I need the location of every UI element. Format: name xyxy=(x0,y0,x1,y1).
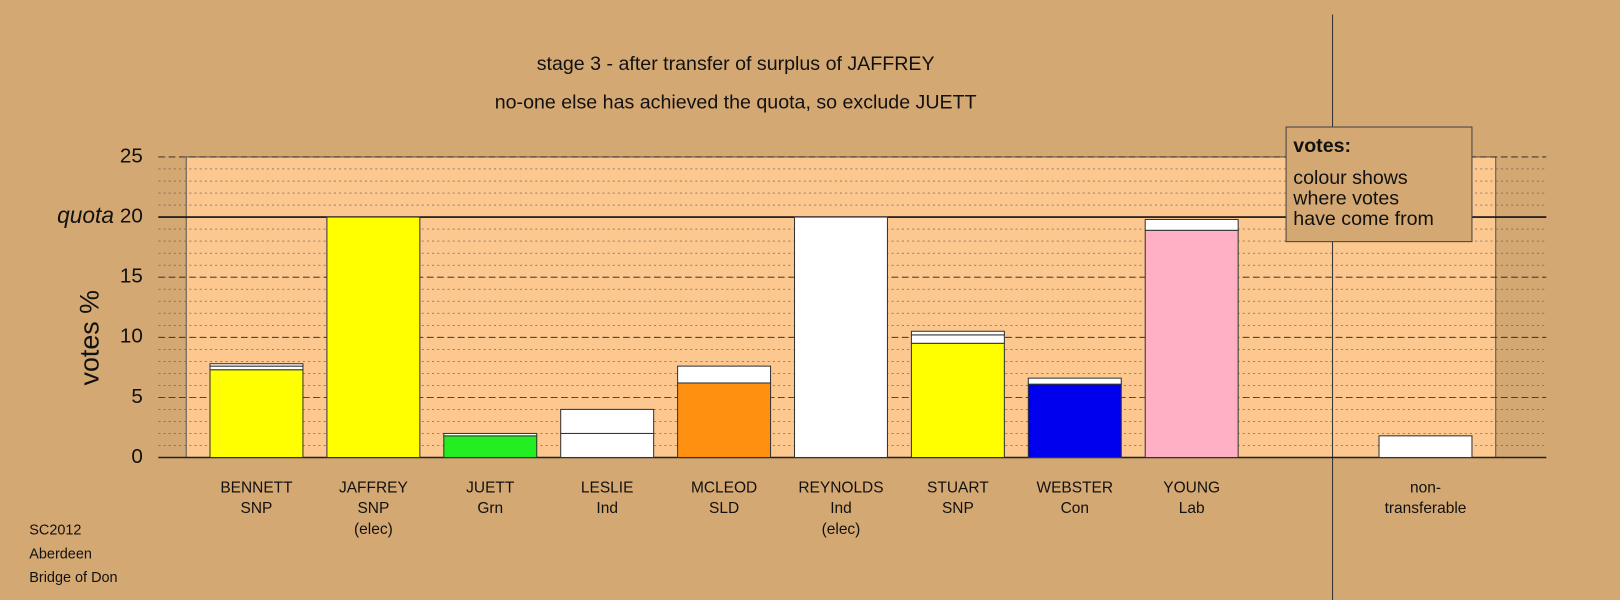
legend-box xyxy=(1285,126,1473,243)
x-tick-label: Ind xyxy=(830,500,852,517)
x-tick-label: Ind xyxy=(596,500,618,517)
x-tick-label: MCLEOD xyxy=(691,480,757,497)
chart-title: stage 3 - after transfer of surplus of J… xyxy=(537,53,935,75)
footer-text: SC2012 xyxy=(29,523,81,539)
bar-segment xyxy=(677,365,772,384)
x-tick-label: YOUNG xyxy=(1163,480,1220,497)
x-tick-label: WEBSTER xyxy=(1036,480,1113,497)
x-tick-label: REYNOLDS xyxy=(798,480,883,497)
x-tick-label: (elec) xyxy=(822,521,861,538)
bar-segment xyxy=(443,435,538,459)
x-tick-label: Lab xyxy=(1179,500,1205,517)
x-tick-label: SNP xyxy=(942,500,974,517)
bar-segment xyxy=(326,216,421,459)
x-tick-label: non- xyxy=(1410,480,1441,497)
x-tick-label: Grn xyxy=(477,500,503,517)
y-tick-label: 0 xyxy=(131,445,142,468)
chart-subtitle: no-one else has achieved the quota, so e… xyxy=(495,91,977,113)
bar-segment xyxy=(793,216,888,459)
y-tick-label: 5 xyxy=(131,385,142,408)
x-tick-label: JAFFREY xyxy=(339,480,408,497)
x-tick-label: (elec) xyxy=(354,521,393,538)
bar-segment xyxy=(910,334,1005,344)
bar-segment xyxy=(1378,435,1473,459)
y-axis-label: votes % xyxy=(74,290,104,386)
bar-segment xyxy=(910,342,1005,459)
bar-segment xyxy=(209,369,304,459)
bar-segment xyxy=(209,365,304,371)
legend-text: colour shows xyxy=(1293,167,1408,189)
x-tick-label: SNP xyxy=(357,500,389,517)
legend-text: have come from xyxy=(1293,208,1434,230)
labels: 0 5 10 15 20 25 quota BENNETT SNP JAFFREY SNP (elec… xyxy=(57,144,1466,537)
x-tick-label: transferable xyxy=(1385,500,1467,517)
x-tick-label: LESLIE xyxy=(581,480,634,497)
legend-title: votes: xyxy=(1293,135,1351,157)
x-tick-label: JUETT xyxy=(466,480,515,497)
x-tick-label: SNP xyxy=(241,500,273,517)
legend-text: where votes xyxy=(1292,187,1399,209)
bars xyxy=(209,216,1473,459)
x-tick-label: BENNETT xyxy=(220,480,293,497)
bar-segment xyxy=(209,363,304,367)
bar-segment xyxy=(1027,383,1122,459)
bar-segment xyxy=(910,330,1005,336)
bar-segment xyxy=(443,432,538,437)
bar-segment xyxy=(560,408,655,434)
x-tick-label: SLD xyxy=(709,500,739,517)
quota-label: quota xyxy=(57,202,114,228)
bar-segment xyxy=(560,432,655,459)
x-tick-label: STUART xyxy=(927,480,989,497)
x-tick-label: Con xyxy=(1061,500,1089,517)
footer-text: Bridge of Don xyxy=(29,570,117,586)
bar-segment xyxy=(1144,218,1239,231)
y-tick-label: 15 xyxy=(120,265,143,288)
y-tick-label: 10 xyxy=(120,325,143,348)
footer-text: Aberdeen xyxy=(29,546,92,562)
bar-segment xyxy=(1027,377,1122,385)
bar-segment xyxy=(1144,229,1239,459)
y-tick-label: 20 xyxy=(120,205,143,228)
y-tick-label: 25 xyxy=(120,144,143,167)
bar-segment xyxy=(677,382,772,459)
